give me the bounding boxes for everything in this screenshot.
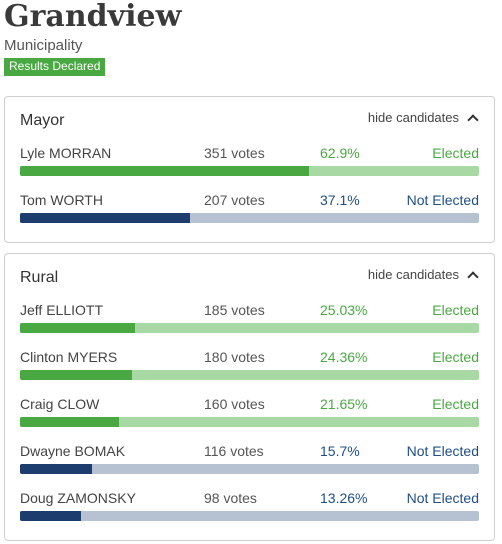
candidate-percent: 15.7% [320, 443, 360, 459]
candidate-percent: 25.03% [320, 302, 368, 318]
candidate-votes: 351 votes [204, 145, 265, 161]
vote-share-bar [20, 166, 479, 176]
candidate-status: Elected [432, 145, 479, 161]
candidate-name: Tom WORTH [20, 192, 103, 208]
toggle-label: hide candidates [367, 110, 459, 125]
hide-candidates-toggle[interactable]: hide candidates [367, 110, 479, 126]
race-card-header: Mayor hide candidates [5, 97, 494, 145]
candidate-list: Lyle MORRAN 351 votes 62.9% Elected Tom … [5, 145, 494, 239]
vote-share-fill [20, 417, 120, 427]
page-subtitle: Municipality [4, 37, 83, 54]
candidate-votes: 116 votes [204, 443, 264, 459]
candidate-list: Jeff ELLIOTT 185 votes 25.03% Elected Cl… [5, 302, 494, 537]
candidate-name: Clinton MYERS [20, 349, 118, 365]
vote-share-fill [20, 213, 191, 223]
candidate-votes: 185 votes [204, 302, 265, 318]
vote-share-fill [20, 370, 132, 380]
race-title: Mayor [20, 112, 65, 129]
candidate-name: Jeff ELLIOTT [20, 302, 103, 318]
vote-share-fill [20, 166, 309, 176]
status-badge: Results Declared [4, 58, 106, 76]
candidate-row: Jeff ELLIOTT 185 votes 25.03% Elected [5, 302, 494, 349]
race-card-header: Rural hide candidates [5, 254, 494, 302]
candidate-row: Doug ZAMONSKY 98 votes 13.26% Not Electe… [5, 490, 494, 537]
race-card-rural: Rural hide candidates Jeff ELLIOTT 185 v… [4, 253, 495, 541]
candidate-status: Not Elected [406, 490, 479, 506]
municipality-header: Grandview Municipality Results Declared [0, 0, 502, 76]
candidate-name: Dwayne BOMAK [20, 443, 126, 459]
candidate-percent: 62.9% [320, 145, 360, 161]
vote-share-bar [20, 323, 479, 333]
candidate-row: Tom WORTH 207 votes 37.1% Not Elected [5, 192, 494, 239]
chevron-up-icon [467, 271, 479, 283]
vote-share-bar [20, 213, 479, 223]
candidate-name: Craig CLOW [20, 396, 100, 412]
vote-share-bar [20, 511, 479, 521]
page-title: Grandview [4, 0, 182, 34]
candidate-status: Elected [432, 302, 479, 318]
vote-share-fill [20, 464, 93, 474]
candidate-percent: 24.36% [320, 349, 368, 365]
vote-share-bar [20, 464, 479, 474]
candidate-percent: 21.65% [320, 396, 368, 412]
race-title: Rural [20, 269, 59, 286]
vote-share-fill [20, 511, 81, 521]
candidate-status: Elected [432, 396, 479, 412]
candidate-status: Not Elected [406, 192, 479, 208]
candidate-row: Craig CLOW 160 votes 21.65% Elected [5, 396, 494, 443]
candidate-name: Doug ZAMONSKY [20, 490, 136, 506]
candidate-percent: 37.1% [320, 192, 360, 208]
candidate-votes: 207 votes [204, 192, 265, 208]
candidate-row: Lyle MORRAN 351 votes 62.9% Elected [5, 145, 494, 192]
vote-share-bar [20, 417, 479, 427]
candidate-percent: 13.26% [320, 490, 368, 506]
candidate-votes: 160 votes [204, 396, 265, 412]
candidate-row: Dwayne BOMAK 116 votes 15.7% Not Elected [5, 443, 494, 490]
candidate-row: Clinton MYERS 180 votes 24.36% Elected [5, 349, 494, 396]
chevron-up-icon [467, 114, 479, 126]
candidate-name: Lyle MORRAN [20, 145, 112, 161]
candidate-status: Not Elected [406, 443, 479, 459]
hide-candidates-toggle[interactable]: hide candidates [367, 267, 479, 283]
race-card-mayor: Mayor hide candidates Lyle MORRAN 351 vo… [4, 96, 495, 243]
toggle-label: hide candidates [367, 267, 459, 282]
candidate-status: Elected [432, 349, 479, 365]
candidate-votes: 98 votes [204, 490, 257, 506]
vote-share-fill [20, 323, 135, 333]
vote-share-bar [20, 370, 479, 380]
candidate-votes: 180 votes [204, 349, 265, 365]
